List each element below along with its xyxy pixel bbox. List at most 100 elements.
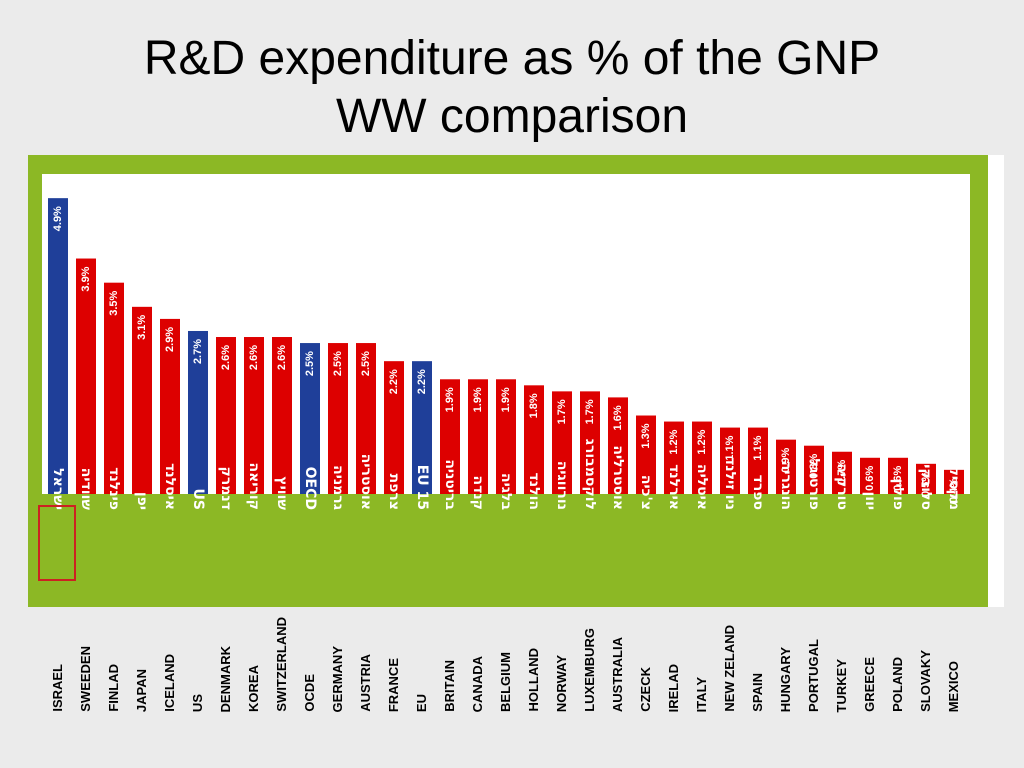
bar-value-label: 2.2% (388, 369, 400, 394)
bar-10 (328, 343, 348, 494)
bar-1 (76, 258, 96, 494)
bar-27 (804, 445, 824, 494)
bar-26 (776, 439, 796, 494)
bar-2 (104, 282, 124, 494)
bar-value-label: 0.9% (780, 447, 792, 472)
hebrew-category-label: פורטוגל (806, 459, 822, 510)
bar-14 (440, 379, 460, 494)
hebrew-category-label: יפן (134, 492, 150, 510)
bar-value-label: 1.8% (528, 393, 540, 418)
bar-value-label: 2.6% (248, 345, 260, 370)
bar-24 (720, 427, 740, 494)
hebrew-category-label: איסלנד (162, 463, 178, 510)
hebrew-category-label: סלובקיה (918, 455, 934, 510)
bar-value-label: 2.5% (304, 351, 316, 376)
bar-value-label: 2.7% (192, 339, 204, 364)
hebrew-category-label: בריטניה (442, 459, 458, 510)
bar-25 (748, 427, 768, 494)
hebrew-category-label: הולנד (526, 473, 542, 510)
bar-value-label: 1.7% (584, 399, 596, 424)
bar-value-label: 1.6% (612, 405, 624, 430)
bar-29 (860, 457, 880, 494)
hebrew-category-label: טורקיה (834, 463, 850, 510)
bar-28 (832, 451, 852, 494)
bar-value-label: 0.6% (864, 466, 876, 491)
hebrew-category-label: הונגריה (778, 461, 794, 510)
hebrew-category-label: דנמרק (218, 467, 234, 510)
page-title: R&D expenditure as % of the GNP WW compa… (0, 30, 1024, 146)
bar-value-label: 1.2% (696, 429, 708, 454)
hebrew-category-label: נורווגיה (554, 461, 570, 510)
bar-5 (188, 330, 208, 494)
hebrew-category-label: אוסטרליה (610, 445, 626, 510)
hebrew-category-label: שוויץ (274, 476, 290, 510)
bar-0 (48, 198, 68, 494)
hebrew-category-label: ספרד (750, 475, 766, 510)
bar-30 (888, 457, 908, 494)
bar-19 (580, 391, 600, 494)
hebrew-category-label: צ'כיה (638, 475, 654, 510)
bar-32 (944, 469, 964, 494)
bar-value-label: 0.7% (836, 460, 848, 485)
bar-value-label: 2.5% (360, 351, 372, 376)
bar-value-label: 1.9% (444, 387, 456, 412)
hebrew-category-label: מקסיקו (946, 461, 962, 510)
bar-value-label: 3.1% (136, 315, 148, 340)
hebrew-category-label: פולין (890, 479, 906, 510)
bar-11 (356, 343, 376, 494)
chart-frame-edge (988, 155, 1004, 607)
hebrew-category-label: צרפת (386, 474, 402, 510)
hebrew-category-label: פינלנד (106, 467, 122, 510)
hebrew-category-label: יוון (862, 491, 878, 510)
bar-value-label: 1.1% (724, 435, 736, 460)
israel-highlight-box (38, 505, 76, 581)
bar-23 (692, 421, 712, 494)
bar-12 (384, 361, 404, 494)
bar-20 (608, 397, 628, 494)
title-line-2: WW comparison (335, 90, 689, 143)
hebrew-category-label: קוריאה (246, 463, 262, 510)
bar-6 (216, 337, 236, 494)
bar-value-label: 0.8% (808, 453, 820, 478)
bar-4 (160, 318, 180, 494)
bar-3 (132, 306, 152, 494)
bar-value-label: 2.2% (416, 369, 428, 394)
hebrew-category-label: ישראל (50, 468, 66, 510)
bar-value-label: 2.5% (332, 351, 344, 376)
hebrew-category-label: שוודיה (78, 468, 94, 511)
hebrew-category-label: קנדה (470, 475, 486, 510)
hebrew-category-label: אירלנד (666, 464, 682, 510)
bar-value-label: 2.9% (164, 327, 176, 352)
bar-13 (412, 361, 432, 494)
bar-value-label: 4.9% (52, 206, 64, 231)
hebrew-category-label: לוקסמבורג (582, 439, 598, 510)
hebrew-category-label: ניו זילנד (722, 457, 738, 510)
bar-9 (300, 343, 320, 494)
bar-16 (496, 379, 516, 494)
bar-value-label: 0.4% (948, 478, 960, 503)
bar-value-label: 1.2% (668, 429, 680, 454)
bar-value-label: 3.5% (108, 290, 120, 315)
hebrew-category-label: בלגיה (498, 473, 514, 510)
hebrew-category-label: איטליה (694, 464, 710, 510)
bar-value-label: 3.9% (80, 266, 92, 291)
bar-8 (272, 337, 292, 494)
bar-value-label: 1.9% (500, 387, 512, 412)
hebrew-category-label: US (190, 489, 206, 510)
hebrew-category-label: OECD (302, 467, 318, 510)
hebrew-category-label: גרמניה (330, 465, 346, 510)
bar-value-label: 0.5% (920, 472, 932, 497)
hebrew-category-label: אוסטריה (358, 454, 374, 510)
bar-17 (524, 385, 544, 494)
bar-value-label: 0.6% (892, 466, 904, 491)
bar-31 (916, 463, 936, 494)
bar-22 (664, 421, 684, 494)
bar-value-label: 1.1% (752, 435, 764, 460)
bar-15 (468, 379, 488, 494)
bar-value-label: 1.9% (472, 387, 484, 412)
bar-value-label: 1.3% (640, 423, 652, 448)
bar-7 (244, 337, 264, 494)
bar-value-label: 2.6% (276, 345, 288, 370)
title-line-1: R&D expenditure as % of the GNP (143, 32, 881, 85)
